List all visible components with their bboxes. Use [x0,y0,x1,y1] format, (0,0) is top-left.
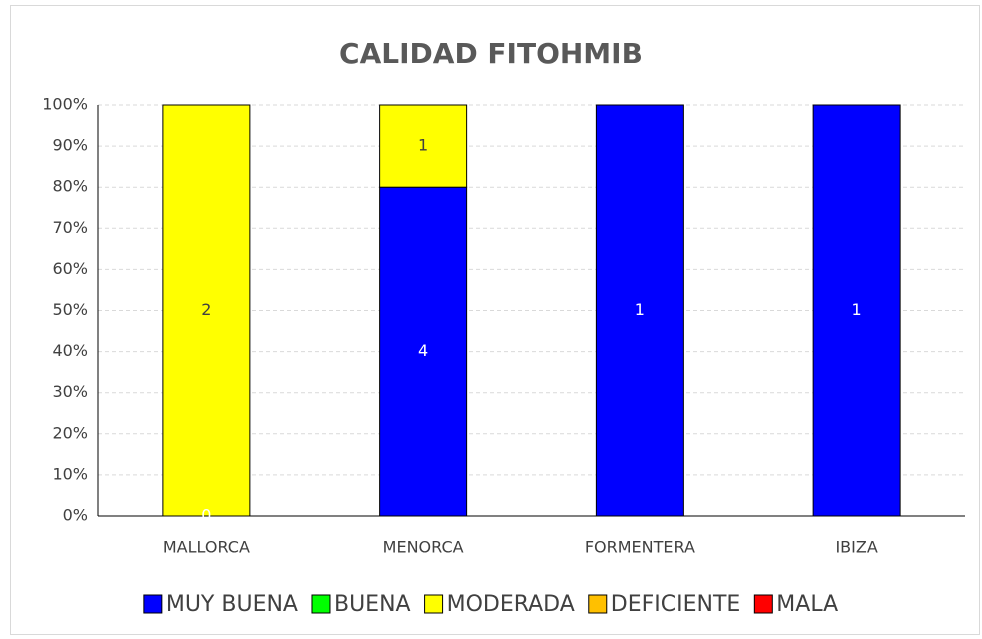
x-tick-label: FORMENTERA [585,538,695,557]
legend-label: DEFICIENTE [611,592,741,617]
legend-swatch [311,594,331,614]
bar-segment [162,104,251,517]
data-label: 1 [635,300,645,319]
legend-label: MODERADA [447,592,575,617]
y-tick-label: 70% [52,218,88,237]
legend-swatch [424,594,444,614]
bar-segment [595,104,684,517]
legend-label: MUY BUENA [166,592,298,617]
y-tick-label: 50% [52,300,88,319]
data-label: 4 [418,341,428,360]
data-label: 1 [418,136,428,155]
y-tick-label: 90% [52,136,88,155]
y-tick-label: 0% [63,506,88,525]
bar-segment [812,104,901,517]
y-tick-label: 60% [52,259,88,278]
y-tick-label: 40% [52,341,88,360]
data-label: 0 [201,506,211,525]
legend-label: MALA [776,592,838,617]
y-tick-label: 80% [52,177,88,196]
legend-swatch [588,594,608,614]
bar-segment [379,186,468,517]
legend-label: BUENA [334,592,411,617]
legend-swatch [143,594,163,614]
data-label: 1 [852,300,862,319]
y-tick-label: 100% [42,95,88,114]
y-tick-label: 20% [52,423,88,442]
y-tick-label: 30% [52,382,88,401]
bar-segment [379,104,468,188]
x-tick-label: MENORCA [383,538,464,557]
chart-title: CALIDAD FITOHMIB [339,37,643,70]
x-tick-label: IBIZA [835,538,877,557]
data-label: 2 [201,300,211,319]
x-tick-label: MALLORCA [163,538,250,557]
legend-swatch [753,594,773,614]
y-tick-label: 10% [52,464,88,483]
legend: MUY BUENA BUENA MODERADA DEFICIENTE MALA [143,592,838,617]
